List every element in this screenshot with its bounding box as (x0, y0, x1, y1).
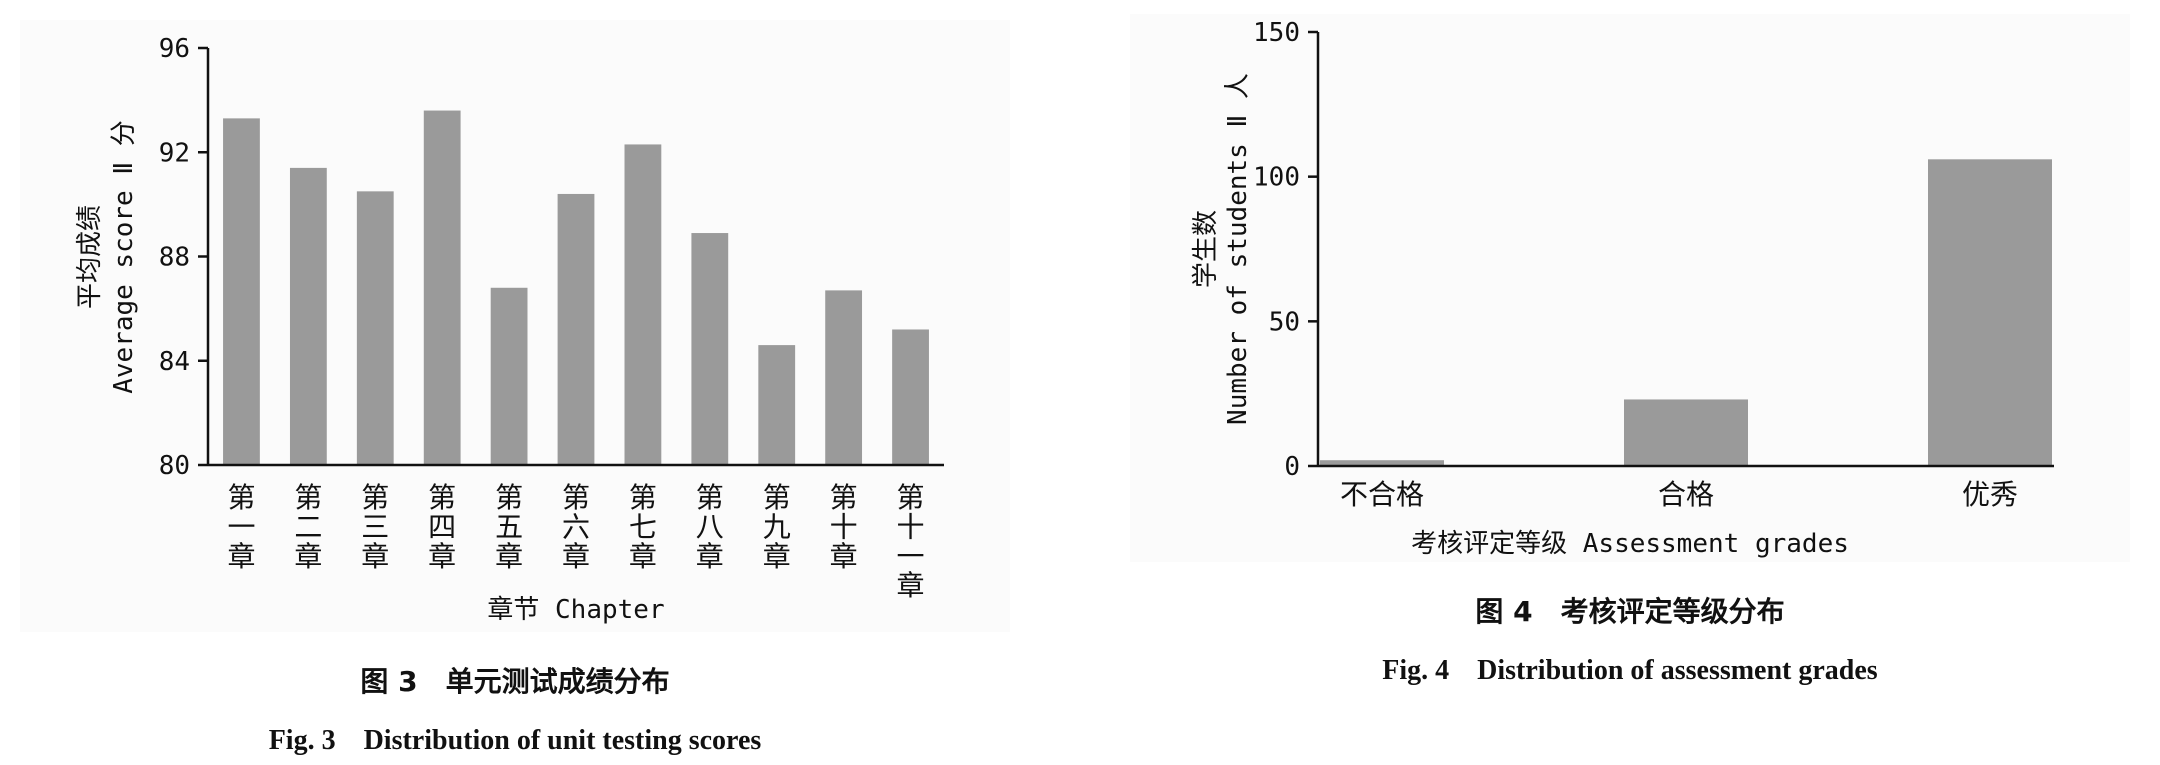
bar-1 (223, 118, 260, 466)
x-axis-title: 章节 Chapter (487, 595, 664, 625)
bar-10 (825, 290, 863, 465)
y-tick-label: 88 (159, 243, 190, 273)
bar-2 (289, 167, 327, 465)
x-tick-label: 第二章 (294, 481, 322, 573)
bar-3 (356, 191, 394, 465)
chart-panel-assessment-grades: 0 50 100 150 不合格 合格 优秀 学生数 Number of students… (1130, 14, 2130, 562)
x-tick-label: 第五章 (495, 481, 523, 573)
y-tick-label: 50 (1269, 307, 1300, 337)
x-tick-label: 第十章 (830, 481, 858, 573)
bar-9 (758, 345, 796, 465)
x-tick-label: 第九章 (763, 481, 791, 573)
y-tick-label: 84 (159, 347, 190, 377)
x-axis-title: 考核评定等级 Assessment grades (1411, 529, 1849, 559)
x-tick-label: 不合格 (1340, 478, 1424, 511)
figure-3-caption-en: Fig. 3 Distribution of unit testing scor… (268, 725, 762, 756)
bar-7 (624, 144, 662, 465)
y-tick-label: 96 (159, 34, 190, 64)
figure-3-caption-cn: 图 3 单元测试成绩分布 (360, 665, 670, 698)
x-tick-label: 第七章 (629, 481, 657, 573)
x-tick-label: 第四章 (428, 481, 456, 573)
x-tick-label: 合格 (1658, 478, 1714, 511)
y-tick-label: 80 (159, 451, 190, 481)
bar-11 (892, 329, 929, 465)
x-tick-label: 第十一章 (897, 481, 925, 602)
x-tick-label: 优秀 (1962, 478, 2018, 511)
x-tick-label: 第一章 (227, 481, 255, 573)
y-tick-label: 0 (1284, 452, 1300, 482)
y-tick-label: 92 (159, 138, 190, 168)
bar-8 (691, 233, 729, 465)
bar-3 (1928, 159, 2052, 466)
x-tick-label: 第八章 (696, 481, 724, 573)
unit-scores-bar-chart: 80 84 88 92 96 第一章 第二章 第三章 第四章 第五章 第六章 第七章 第八章 第九章 第十… (75, 34, 944, 625)
bar-4 (423, 110, 461, 466)
bar-2 (1624, 399, 1748, 466)
y-tick-label: 150 (1253, 18, 1300, 48)
y-tick-label: 100 (1253, 163, 1300, 193)
bar-6 (557, 193, 595, 465)
x-tick-label: 第三章 (361, 481, 389, 573)
bar-1 (1320, 460, 1444, 466)
figure-4-caption-en: Fig. 4 Distribution of assessment grades (1382, 655, 1878, 686)
y-axis-title-cn: 学生数 (1191, 210, 1221, 288)
chart-panel-unit-scores: 80 84 88 92 96 第一章 第二章 第三章 第四章 第五章 第六章 第七章 第八章 第九章 第十… (20, 20, 1010, 632)
y-axis-title-en: Number of students Ⅱ 人 (1223, 73, 1253, 425)
y-axis-title-en: Average score Ⅱ 分 (109, 120, 139, 394)
figure-4-caption-cn: 图 4 考核评定等级分布 (1475, 595, 1785, 628)
assessment-grades-bar-chart: 0 50 100 150 不合格 合格 优秀 学生数 Number of students… (1191, 18, 2054, 559)
bar-5 (490, 287, 528, 465)
x-tick-label: 第六章 (562, 481, 590, 573)
y-axis-title-cn: 平均成绩 (75, 205, 105, 309)
